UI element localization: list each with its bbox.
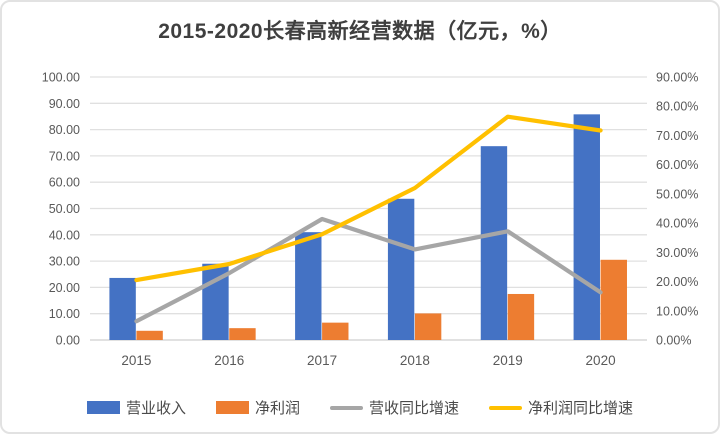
right-axis-tick-label: 0.00% [656, 334, 691, 348]
left-axis-tick-label: 100.00 [42, 71, 80, 85]
left-axis-tick-label: 90.00 [49, 97, 80, 111]
left-axis-tick-label: 60.00 [49, 176, 80, 190]
x-axis-category-label: 2016 [214, 353, 244, 368]
legend-bar-swatch-icon [86, 401, 120, 414]
bar-净利润 [414, 313, 442, 340]
legend-item: 净利润 [215, 397, 300, 418]
bar-营业收入 [480, 146, 508, 340]
legend-item: 营收同比增速 [330, 397, 459, 418]
legend-item: 营业收入 [86, 397, 186, 418]
left-axis-tick-label: 70.00 [49, 149, 80, 163]
bar-净利润 [136, 330, 163, 340]
right-axis-tick-label: 20.00% [656, 275, 698, 289]
left-axis-tick-label: 10.00 [49, 307, 80, 321]
bar-净利润 [229, 328, 256, 340]
bar-净利润 [507, 293, 535, 340]
bar-营业收入 [387, 198, 415, 340]
legend-label: 净利润 [254, 400, 300, 417]
right-axis-tick-label: 30.00% [656, 246, 698, 260]
x-axis-category-label: 2019 [493, 353, 523, 368]
x-axis-category-label: 2017 [307, 353, 337, 368]
legend-line-swatch-icon [330, 405, 363, 410]
right-axis-tick-label: 70.00% [656, 129, 698, 143]
bar-营业收入 [109, 277, 136, 340]
x-axis-category-label: 2020 [586, 353, 616, 368]
legend-label: 营业收入 [125, 400, 186, 417]
right-axis-tick-label: 10.00% [656, 304, 698, 318]
left-axis-tick-label: 20.00 [49, 281, 80, 295]
bar-净利润 [322, 322, 349, 340]
legend-item: 净利润同比增速 [489, 397, 633, 418]
bar-净利润 [600, 259, 627, 340]
right-axis-tick-label: 60.00% [656, 158, 698, 172]
chart-legend: 营业收入 净利润 营收同比增速 净利润同比增速 [2, 397, 718, 418]
left-axis-tick-label: 40.00 [49, 228, 80, 242]
x-axis-category-label: 2015 [121, 353, 151, 368]
line-净利润同比增速 [134, 114, 603, 283]
left-axis-tick-label: 0.00 [56, 334, 80, 348]
bar-营业收入 [573, 114, 600, 340]
right-axis-tick-label: 50.00% [656, 187, 698, 201]
legend-bar-swatch-icon [215, 401, 249, 414]
left-axis-tick-label: 80.00 [49, 123, 80, 137]
bar-营业收入 [295, 232, 322, 340]
legend-label: 营收同比增速 [369, 400, 460, 417]
right-axis-tick-label: 80.00% [656, 100, 698, 114]
right-axis-tick-label: 40.00% [656, 217, 698, 231]
left-axis-tick-label: 30.00 [49, 255, 80, 269]
x-axis-category-label: 2018 [400, 353, 430, 368]
legend-label: 净利润同比增速 [528, 400, 634, 417]
right-axis-tick-label: 90.00% [656, 71, 698, 85]
chart-title: 2015-2020长春高新经营数据（亿元，%） [158, 20, 562, 43]
left-axis-tick-label: 50.00 [49, 202, 80, 216]
line-营收同比增速 [134, 216, 603, 324]
legend-line-swatch-icon [489, 405, 523, 410]
